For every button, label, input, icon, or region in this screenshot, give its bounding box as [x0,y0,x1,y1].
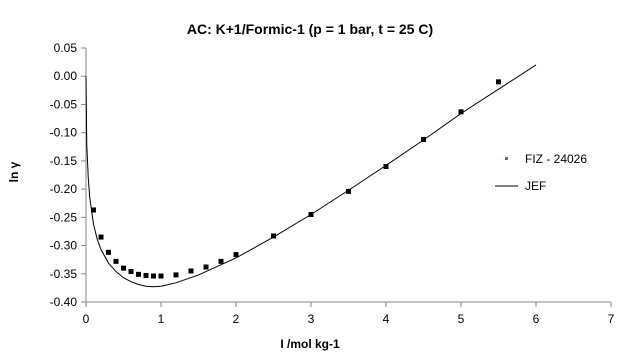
data-point [151,273,156,279]
y-tick-label: -0.10 [50,126,78,140]
y-tick-label: -0.30 [50,239,78,253]
data-point [218,258,224,264]
y-tick-label: -0.20 [50,182,78,196]
x-tick-label: 4 [383,312,390,326]
data-point [106,249,111,255]
data-point [136,271,141,277]
legend-marker-fiz [505,157,508,160]
plot-area: 0.05 0.00 -0.05 -0.10 -0.15 -0.20 -0.25 -0.30 -0… [50,41,615,326]
data-point [346,188,351,194]
x-tick-label: 1 [158,312,165,326]
y-tick-label: -0.25 [50,210,78,224]
y-tick-label: 0.00 [54,69,78,83]
data-point [421,136,426,142]
data-point [158,273,164,279]
x-axis-title: I /mol kg-1 [280,337,340,351]
data-point [496,79,501,85]
data-point [188,268,194,274]
data-point [91,207,96,213]
y-tick-label: -0.40 [50,295,78,309]
data-point [271,233,276,239]
legend: FIZ - 24026 JEF [495,152,587,193]
data-point [203,264,209,270]
data-point [143,272,149,278]
y-axis-title: ln γ [7,161,21,182]
x-tick-label: 0 [83,312,90,326]
data-point [128,269,134,275]
x-tick-label: 3 [308,312,315,326]
series-line-jef [85,64,537,288]
y-tick-label: -0.35 [50,267,78,281]
data-point [458,109,464,115]
data-point [113,258,119,264]
y-tick-label: -0.15 [50,154,78,168]
x-tick-label: 2 [233,312,240,326]
data-point [308,212,314,218]
data-point [383,164,389,170]
data-point [233,252,239,258]
x-tick-label: 6 [533,312,540,326]
data-point [173,272,179,278]
x-tick-label: 5 [458,312,465,326]
x-tick-label: 7 [608,312,615,326]
y-tick-label: -0.05 [50,97,78,111]
data-point [121,265,126,271]
chart-title: AC: K+1/Formic-1 (p = 1 bar, t = 25 C) [187,21,433,37]
legend-label-fiz: FIZ - 24026 [525,152,587,166]
legend-label-jef: JEF [525,179,546,193]
data-point [98,234,104,240]
y-tick-label: 0.05 [54,41,78,55]
